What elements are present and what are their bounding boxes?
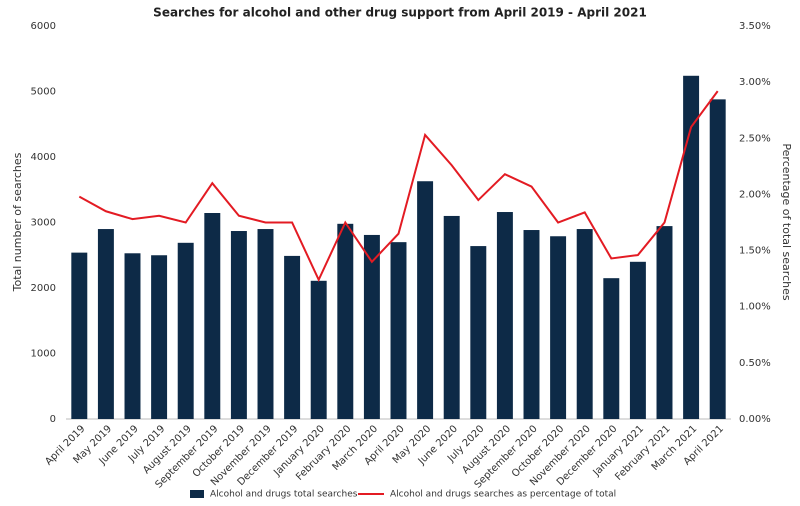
bar xyxy=(337,223,354,419)
bar xyxy=(709,99,726,420)
y-tick-label: 4000 xyxy=(31,152,56,163)
y2-tick-label: 2.50% xyxy=(739,133,771,144)
bar xyxy=(470,246,487,419)
bar xyxy=(523,230,540,419)
y2-tick-label: 1.00% xyxy=(739,302,771,313)
y-tick-label: 6000 xyxy=(31,21,56,32)
bar xyxy=(417,181,434,419)
y2-axis-label: Percentage of total searches xyxy=(780,143,793,300)
y-tick-label: 2000 xyxy=(31,283,56,294)
bar xyxy=(496,212,513,419)
bar xyxy=(124,253,141,419)
bar xyxy=(310,280,327,419)
y-axis-label: Total number of searches xyxy=(11,152,24,292)
bar xyxy=(683,75,700,419)
y-tick-label: 0 xyxy=(50,414,56,425)
bar xyxy=(390,242,407,419)
bar xyxy=(177,242,194,419)
y2-tick-label: 0.00% xyxy=(739,414,771,425)
bar xyxy=(656,226,673,419)
bar xyxy=(629,261,646,419)
bar xyxy=(71,252,88,419)
y-tick-label: 3000 xyxy=(31,218,56,229)
bar xyxy=(97,229,114,419)
bar xyxy=(443,215,460,419)
bar xyxy=(576,229,593,419)
bar xyxy=(603,278,620,419)
legend-label: Alcohol and drugs total searches xyxy=(210,490,358,500)
y2-tick-label: 0.50% xyxy=(739,358,771,369)
bar xyxy=(550,236,567,419)
bar xyxy=(151,255,168,419)
legend-label: Alcohol and drugs searches as percentage… xyxy=(390,490,616,500)
line xyxy=(78,90,719,283)
legend-swatch xyxy=(190,490,204,498)
chart-title: Searches for alcohol and other drug supp… xyxy=(153,6,647,20)
bar xyxy=(284,255,301,419)
bar xyxy=(204,213,221,419)
y2-tick-label: 1.50% xyxy=(739,246,771,257)
y2-tick-label: 3.50% xyxy=(739,21,771,32)
y-tick-label: 5000 xyxy=(31,87,56,98)
y2-tick-label: 2.00% xyxy=(739,189,771,200)
bar xyxy=(363,234,380,419)
y2-tick-label: 3.00% xyxy=(739,77,771,88)
y-tick-label: 1000 xyxy=(31,349,56,360)
bar xyxy=(230,231,247,419)
bar xyxy=(257,229,274,419)
